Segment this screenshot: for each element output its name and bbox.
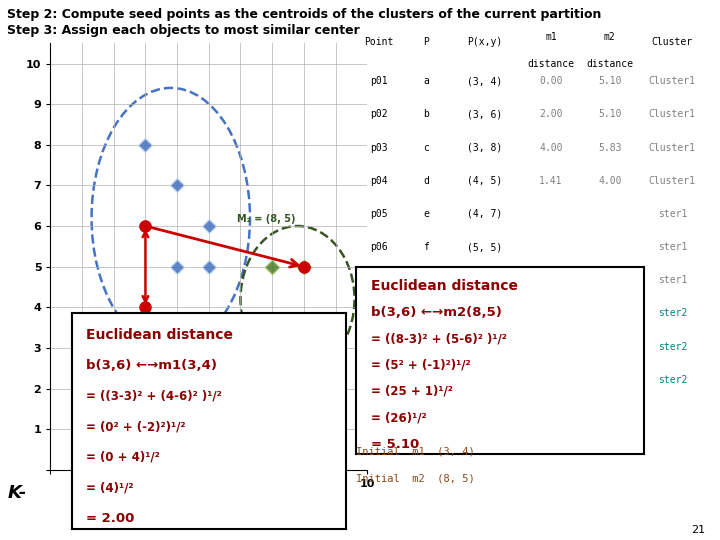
Text: g: g <box>423 275 429 285</box>
Text: b: b <box>423 109 429 119</box>
Text: Initial  m2  (8, 5): Initial m2 (8, 5) <box>356 473 475 483</box>
Text: ster2: ster2 <box>657 308 687 319</box>
Text: P(x,y): P(x,y) <box>467 37 503 47</box>
Text: ster1: ster1 <box>657 275 687 285</box>
Text: = (25 + 1)¹/²: = (25 + 1)¹/² <box>371 385 453 398</box>
Text: (8, 5): (8, 5) <box>467 375 503 384</box>
Text: c: c <box>423 143 429 152</box>
Text: Step 3: Assign each objects to most similar center: Step 3: Assign each objects to most simi… <box>7 24 360 37</box>
Text: 5.10: 5.10 <box>598 109 621 119</box>
Text: e: e <box>423 209 429 219</box>
Text: Cluster1: Cluster1 <box>649 76 696 86</box>
Text: Initial  m1  (3, 4): Initial m1 (3, 4) <box>356 446 475 456</box>
Text: (3, 8): (3, 8) <box>467 143 503 152</box>
Text: (5, 6): (5, 6) <box>467 275 503 285</box>
Text: p03: p03 <box>369 143 387 152</box>
Text: m2: m2 <box>604 32 616 42</box>
Text: Step 2: Compute seed points as the centroids of the clusters of the current part: Step 2: Compute seed points as the centr… <box>7 8 602 21</box>
Text: Point: Point <box>364 37 393 47</box>
Text: a: a <box>423 76 429 86</box>
Text: (8, 3): (8, 3) <box>467 341 503 352</box>
Text: h: h <box>423 308 429 319</box>
Text: f: f <box>423 242 429 252</box>
Text: 5.83: 5.83 <box>598 143 621 152</box>
Text: p08: p08 <box>369 308 387 319</box>
Text: p02: p02 <box>369 109 387 119</box>
Text: (4, 7): (4, 7) <box>467 209 503 219</box>
Text: p09: p09 <box>369 341 387 352</box>
Text: b(3,6) ←→m1(3,4): b(3,6) ←→m1(3,4) <box>86 359 217 372</box>
Text: 4.00: 4.00 <box>598 176 621 186</box>
Text: ster1: ster1 <box>657 209 687 219</box>
Text: = (0 + 4)¹/²: = (0 + 4)¹/² <box>86 451 159 464</box>
Text: = (0² + (-2)²)¹/²: = (0² + (-2)²)¹/² <box>86 420 185 433</box>
Text: m1: m1 <box>545 32 557 42</box>
Text: ster2: ster2 <box>657 341 687 352</box>
Text: Cluster: Cluster <box>652 37 693 47</box>
Text: = (5² + (-1)²)¹/²: = (5² + (-1)²)¹/² <box>371 359 470 372</box>
Text: Euclidean distance: Euclidean distance <box>371 279 518 293</box>
Text: ster2: ster2 <box>657 375 687 384</box>
Text: p05: p05 <box>369 209 387 219</box>
Text: = 5.10: = 5.10 <box>371 438 419 451</box>
Text: (7, 5): (7, 5) <box>467 308 503 319</box>
Text: Cluster1: Cluster1 <box>649 176 696 186</box>
Text: Cluster1: Cluster1 <box>649 109 696 119</box>
Text: 1.41: 1.41 <box>539 176 563 186</box>
Text: 4.00: 4.00 <box>539 143 563 152</box>
Text: ster1: ster1 <box>657 242 687 252</box>
Text: = (26)¹/²: = (26)¹/² <box>371 411 426 424</box>
Text: d: d <box>423 176 429 186</box>
Text: (4, 5): (4, 5) <box>467 176 503 186</box>
Text: 0.00: 0.00 <box>539 76 563 86</box>
Text: b(3,6) ←→m2(8,5): b(3,6) ←→m2(8,5) <box>371 306 502 319</box>
Text: distance: distance <box>586 59 634 69</box>
Text: = (4)¹/²: = (4)¹/² <box>86 481 133 494</box>
Text: P: P <box>423 37 429 47</box>
Text: p10: p10 <box>369 375 387 384</box>
Text: i: i <box>423 341 429 352</box>
Text: 2.00: 2.00 <box>539 109 563 119</box>
Text: distance: distance <box>528 59 575 69</box>
Text: = 2.00: = 2.00 <box>86 512 134 525</box>
Text: p06: p06 <box>369 242 387 252</box>
Text: 21: 21 <box>691 524 706 535</box>
Text: Cluster1: Cluster1 <box>649 143 696 152</box>
Text: 5.10: 5.10 <box>598 76 621 86</box>
Text: M₂ = (8, 5): M₂ = (8, 5) <box>238 214 296 224</box>
Text: (5, 5): (5, 5) <box>467 242 503 252</box>
Text: p07: p07 <box>369 275 387 285</box>
Text: p04: p04 <box>369 176 387 186</box>
Text: (3, 6): (3, 6) <box>467 109 503 119</box>
Text: = ((3-3)² + (4-6)² )¹/²: = ((3-3)² + (4-6)² )¹/² <box>86 389 222 402</box>
Text: Euclidean distance: Euclidean distance <box>86 328 233 342</box>
Text: p01: p01 <box>369 76 387 86</box>
Text: m₁ = (3, 4): m₁ = (3, 4) <box>107 320 171 329</box>
Text: j: j <box>423 375 429 384</box>
Text: = ((8-3)² + (5-6)² )¹/²: = ((8-3)² + (5-6)² )¹/² <box>371 332 507 345</box>
Text: (3, 4): (3, 4) <box>467 76 503 86</box>
Text: K-: K- <box>7 484 27 502</box>
